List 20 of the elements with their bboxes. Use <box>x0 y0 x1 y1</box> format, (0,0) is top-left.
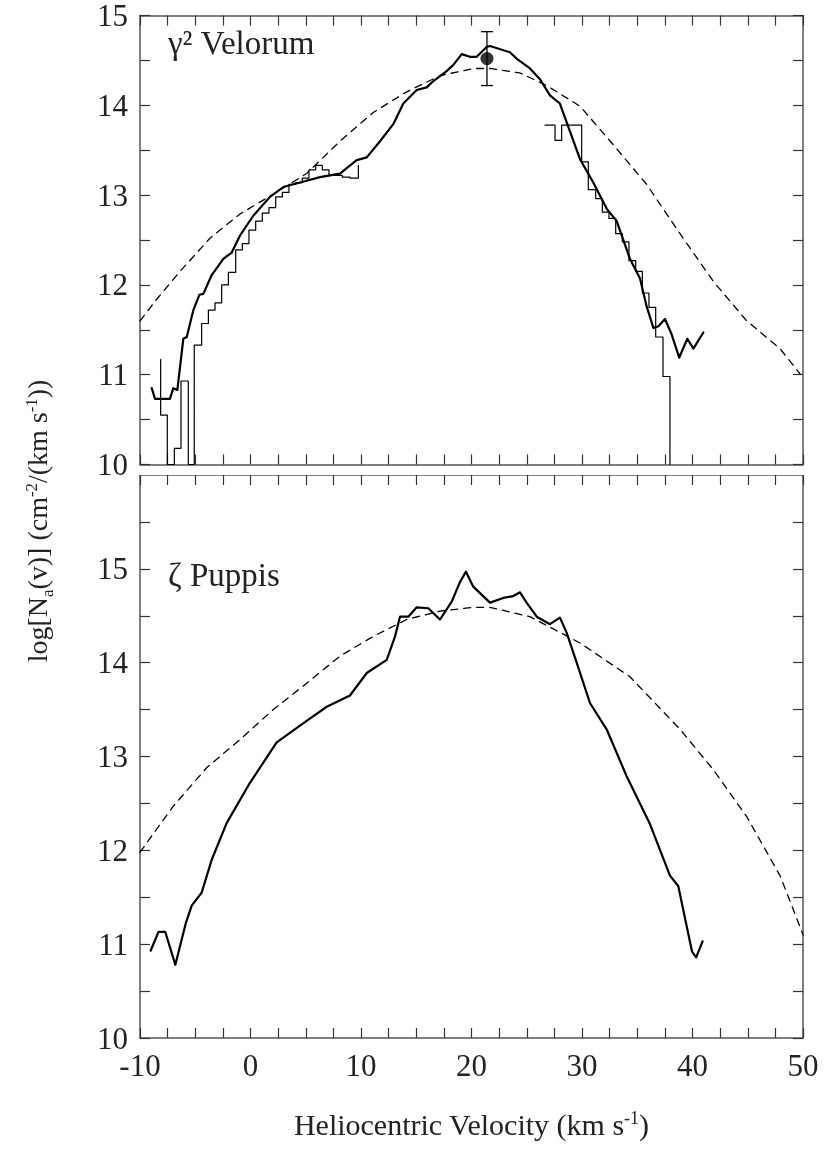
y-tick-label: 15 <box>97 0 128 33</box>
x-tick-label: 20 <box>456 1048 487 1083</box>
y-tick-label: 11 <box>98 926 128 962</box>
y-tick-label: 13 <box>97 739 128 774</box>
y-tick-label: 14 <box>97 645 129 681</box>
y-tick-label: 11 <box>98 357 128 393</box>
x-tick-label: 50 <box>787 1048 819 1083</box>
x-axis-title: Heliocentric Velocity (km s$^{-1}$) <box>293 1108 650 1142</box>
y-tick-label: 12 <box>97 267 128 303</box>
y-tick-label: 10 <box>97 447 128 482</box>
x-tick-label: 30 <box>566 1048 598 1083</box>
x-tick-label: 10 <box>345 1048 377 1083</box>
y-tick-label: 15 <box>97 551 128 587</box>
y-tick-label: 14 <box>97 87 129 123</box>
annotation: γ² Velorum <box>168 25 315 62</box>
x-tick-label: 0 <box>242 1048 259 1083</box>
x-tick-label: 40 <box>677 1048 708 1083</box>
annotation: ζ Puppis <box>168 557 280 594</box>
y-tick-label: 12 <box>97 832 128 868</box>
y-tick-label: 13 <box>97 177 128 213</box>
